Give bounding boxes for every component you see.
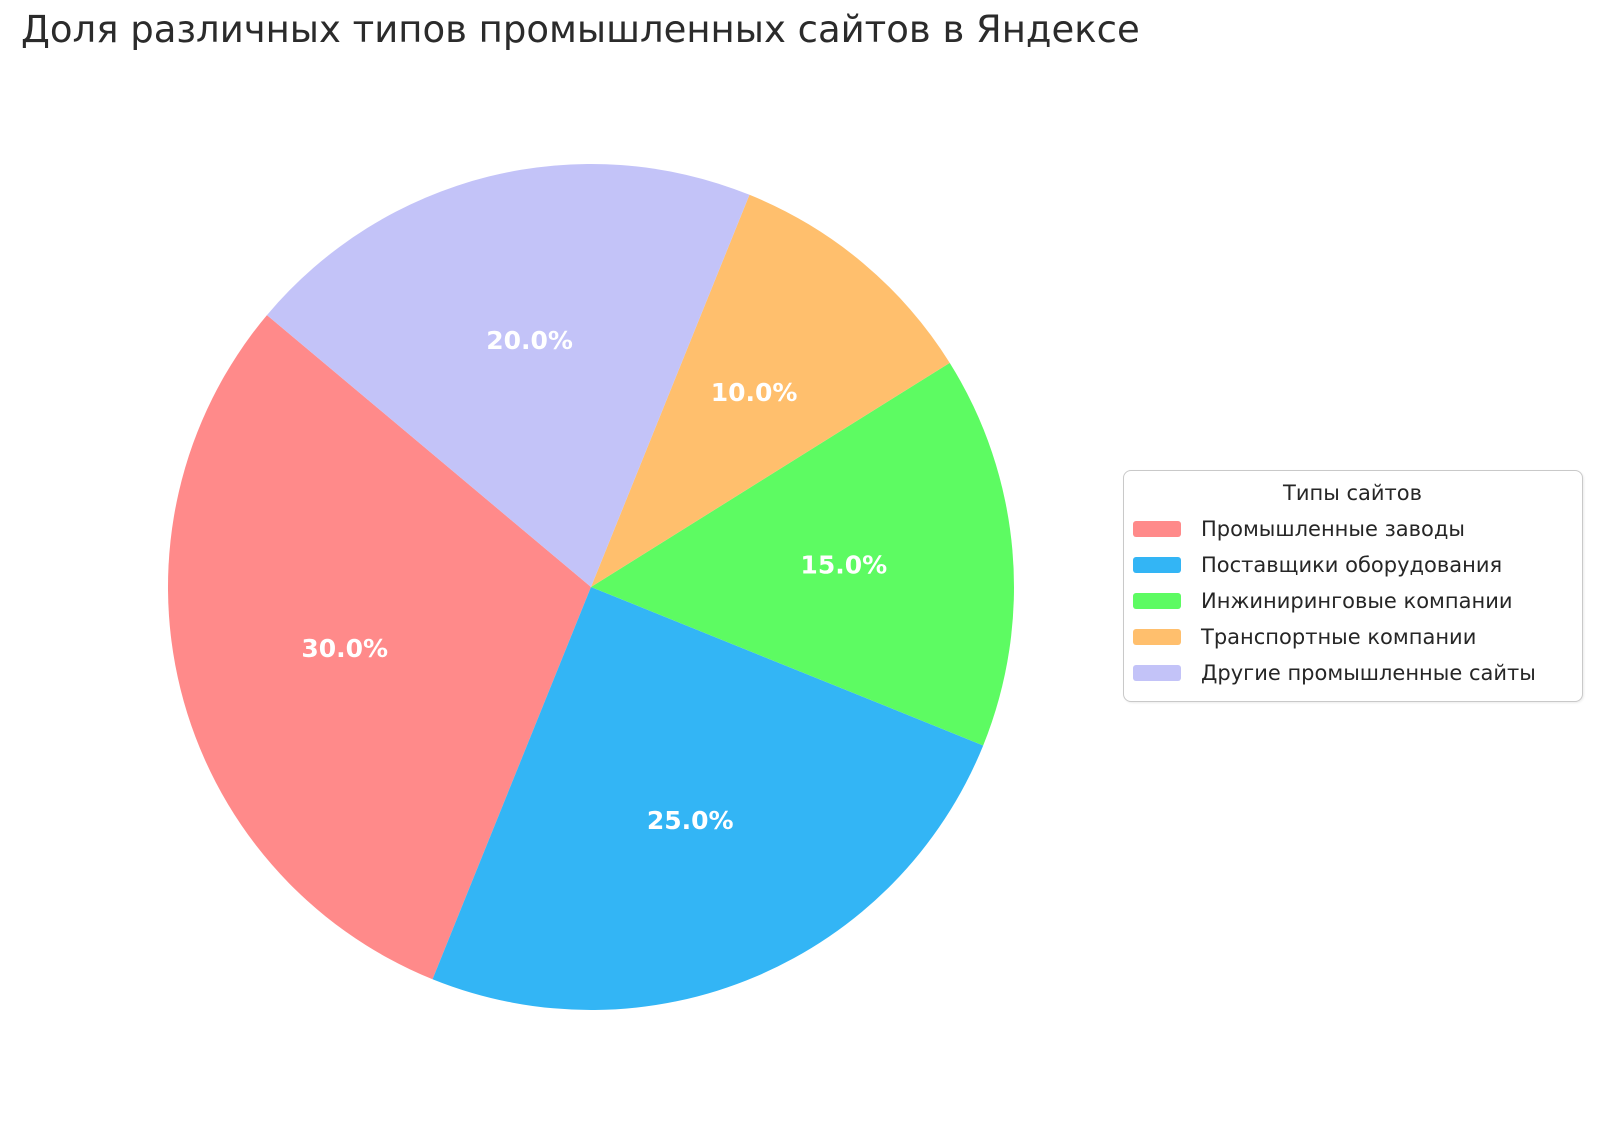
pie-pct-label-3: 15.0% [800, 550, 887, 579]
pie-slice-3 [591, 362, 1015, 746]
pie-pct-label-4: 10.0% [711, 378, 798, 407]
pie-slice-1 [167, 315, 591, 980]
pie-chart: 30.0% 25.0% 15.0% 10.0% 20.0% [167, 163, 1015, 1011]
legend-item-label: Другие промышленные сайты [1201, 661, 1536, 685]
pie-slice-4 [591, 194, 950, 588]
legend: Типы сайтов Промышленные заводы Поставщик… [1123, 470, 1583, 702]
legend-item-3: Инжиниринговые компании [1133, 583, 1572, 619]
legend-item-label: Инжиниринговые компании [1201, 589, 1513, 613]
legend-swatch-icon [1133, 521, 1181, 537]
pie-pct-label-2: 25.0% [647, 806, 734, 835]
legend-swatch-icon [1133, 557, 1181, 573]
legend-swatch-icon [1133, 665, 1181, 681]
legend-item-label: Поставщики оборудования [1201, 553, 1503, 577]
legend-swatch-icon [1133, 593, 1181, 609]
pie-pct-label-5: 20.0% [486, 326, 573, 355]
chart-title: Доля различных типов промышленных сайтов… [21, 8, 1140, 51]
legend-item-2: Поставщики оборудования [1133, 547, 1572, 583]
legend-item-label: Транспортные компании [1201, 625, 1477, 649]
pie-slice-2 [432, 587, 984, 1011]
pie-slice-5 [266, 163, 750, 587]
legend-item-1: Промышленные заводы [1133, 511, 1572, 547]
legend-item-5: Другие промышленные сайты [1133, 655, 1572, 691]
legend-items: Промышленные заводы Поставщики оборудован… [1133, 511, 1572, 691]
pie-pct-label-1: 30.0% [301, 634, 388, 663]
legend-item-4: Транспортные компании [1133, 619, 1572, 655]
legend-swatch-icon [1133, 629, 1181, 645]
legend-title: Типы сайтов [1283, 481, 1422, 505]
legend-item-label: Промышленные заводы [1201, 517, 1465, 541]
